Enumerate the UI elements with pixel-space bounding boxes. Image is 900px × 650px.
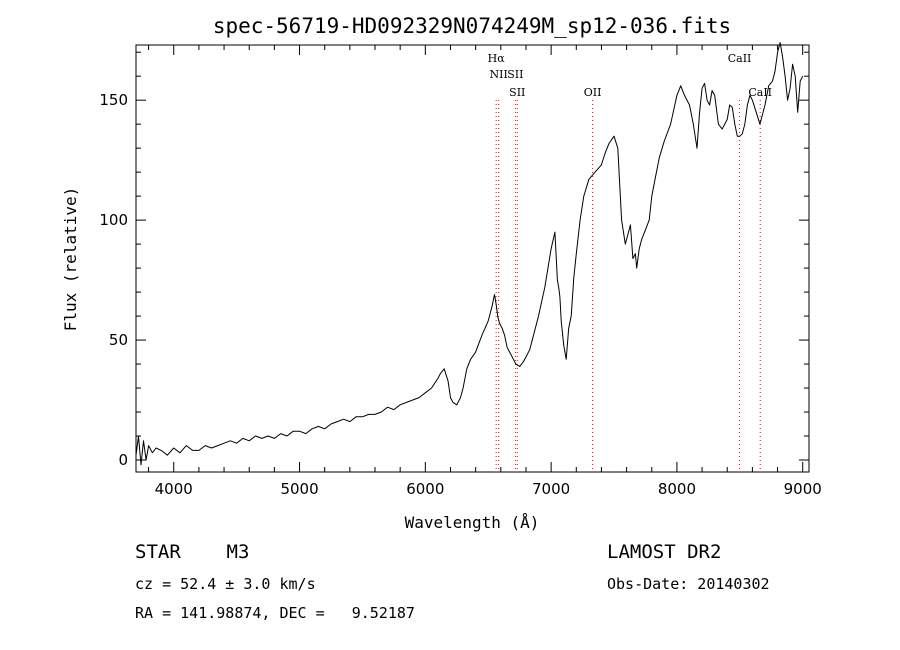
- x-tick-label: 7000: [532, 480, 570, 498]
- y-tick-label: 150: [99, 91, 128, 109]
- line-marker-label: CaII: [748, 86, 772, 99]
- redshift-velocity: cz = 52.4 ± 3.0 km/s: [135, 575, 316, 593]
- x-tick-label: 9000: [784, 480, 822, 498]
- spectrum-series: [135, 42, 804, 466]
- chart-title: spec-56719-HD092329N074249M_sp12-036.fit…: [213, 14, 731, 38]
- y-tick-label: 100: [99, 211, 128, 229]
- line-marker-label: NII: [490, 68, 508, 81]
- line-marker-label: SII: [509, 86, 525, 99]
- observation-date: Obs-Date: 20140302: [607, 575, 770, 593]
- spectrum-line: [135, 42, 804, 466]
- line-marker-label: CaII: [728, 52, 752, 65]
- object-class: STAR M3: [135, 541, 250, 563]
- plot-frame: [135, 44, 810, 473]
- x-tick-label: 8000: [658, 480, 696, 498]
- y-axis-label: Flux (relative): [61, 187, 80, 332]
- axis-ticks: 4000 5000 6000 7000 8000 9000 0 50 100 150: [99, 45, 822, 498]
- y-tick-label: 0: [118, 451, 128, 469]
- x-tick-label: 6000: [406, 480, 444, 498]
- x-axis-label: Wavelength (Å): [405, 513, 540, 532]
- survey-name: LAMOST DR2: [607, 541, 722, 563]
- emission-line-markers: Hα NII SII SII OII CaII CaII: [488, 52, 772, 472]
- coordinates: RA = 141.98874, DEC = 9.52187: [135, 604, 415, 622]
- x-tick-label: 4000: [155, 480, 193, 498]
- line-marker-label: Hα: [488, 52, 506, 65]
- line-marker-label: SII: [507, 68, 523, 81]
- y-tick-label: 50: [109, 331, 128, 349]
- line-marker-label: OII: [584, 86, 602, 99]
- x-tick-label: 5000: [280, 480, 318, 498]
